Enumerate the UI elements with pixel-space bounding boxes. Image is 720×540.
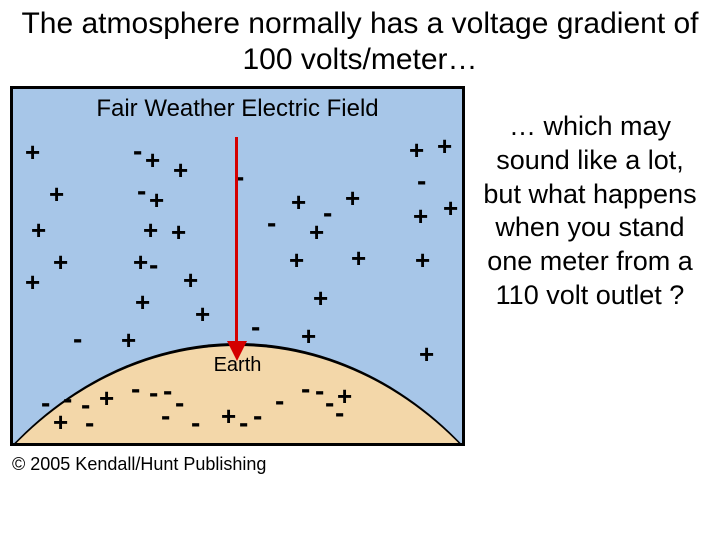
minus-charge-icon: -	[325, 389, 334, 417]
side-paragraph: … which may sound like a lot, but what h…	[470, 86, 710, 313]
plus-charge-icon: +	[313, 285, 328, 311]
minus-charge-icon: -	[417, 167, 426, 195]
plus-charge-icon: +	[415, 247, 430, 273]
minus-charge-icon: -	[251, 313, 260, 341]
plus-charge-icon: +	[145, 147, 160, 173]
plus-charge-icon: +	[289, 247, 304, 273]
plus-charge-icon: +	[301, 323, 316, 349]
plus-charge-icon: +	[143, 217, 158, 243]
minus-charge-icon: -	[253, 402, 262, 430]
minus-charge-icon: -	[191, 409, 200, 437]
plus-charge-icon: +	[171, 219, 186, 245]
minus-charge-icon: -	[41, 389, 50, 417]
minus-charge-icon: -	[275, 387, 284, 415]
plus-charge-icon: +	[345, 185, 360, 211]
electric-field-diagram: Fair Weather Electric Field Earth +++++-…	[10, 86, 465, 446]
minus-charge-icon: -	[323, 199, 332, 227]
copyright-text: © 2005 Kendall/Hunt Publishing	[10, 446, 470, 475]
plus-charge-icon: +	[351, 245, 366, 271]
plus-charge-icon: +	[53, 409, 68, 435]
minus-charge-icon: -	[149, 379, 158, 407]
minus-charge-icon: -	[301, 375, 310, 403]
plus-charge-icon: +	[53, 249, 68, 275]
arrow-shaft	[235, 137, 238, 343]
plus-charge-icon: +	[31, 217, 46, 243]
minus-charge-icon: -	[137, 177, 146, 205]
minus-charge-icon: -	[131, 375, 140, 403]
minus-charge-icon: -	[175, 389, 184, 417]
minus-charge-icon: -	[335, 399, 344, 427]
minus-charge-icon: -	[85, 409, 94, 437]
plus-charge-icon: +	[409, 137, 424, 163]
page-title: The atmosphere normally has a voltage gr…	[0, 0, 720, 82]
figure-column: Fair Weather Electric Field Earth +++++-…	[10, 86, 470, 475]
minus-charge-icon: -	[267, 209, 276, 237]
plus-charge-icon: +	[135, 289, 150, 315]
plus-charge-icon: +	[133, 249, 148, 275]
plus-charge-icon: +	[309, 219, 324, 245]
minus-charge-icon: -	[315, 377, 324, 405]
minus-charge-icon: -	[133, 137, 142, 165]
plus-charge-icon: +	[173, 157, 188, 183]
diagram-title: Fair Weather Electric Field	[13, 95, 462, 123]
plus-charge-icon: +	[25, 139, 40, 165]
plus-charge-icon: +	[121, 327, 136, 353]
plus-charge-icon: +	[195, 301, 210, 327]
plus-charge-icon: +	[443, 195, 458, 221]
arrow-head-icon	[227, 341, 247, 361]
plus-charge-icon: +	[419, 341, 434, 367]
minus-charge-icon: -	[73, 325, 82, 353]
plus-charge-icon: +	[149, 187, 164, 213]
content-row: Fair Weather Electric Field Earth +++++-…	[0, 82, 720, 475]
minus-charge-icon: -	[239, 409, 248, 437]
plus-charge-icon: +	[221, 403, 236, 429]
plus-charge-icon: +	[413, 203, 428, 229]
plus-charge-icon: +	[25, 269, 40, 295]
plus-charge-icon: +	[49, 181, 64, 207]
minus-charge-icon: -	[161, 402, 170, 430]
minus-charge-icon: -	[149, 251, 158, 279]
plus-charge-icon: +	[437, 133, 452, 159]
plus-charge-icon: +	[99, 385, 114, 411]
plus-charge-icon: +	[291, 189, 306, 215]
plus-charge-icon: +	[183, 267, 198, 293]
